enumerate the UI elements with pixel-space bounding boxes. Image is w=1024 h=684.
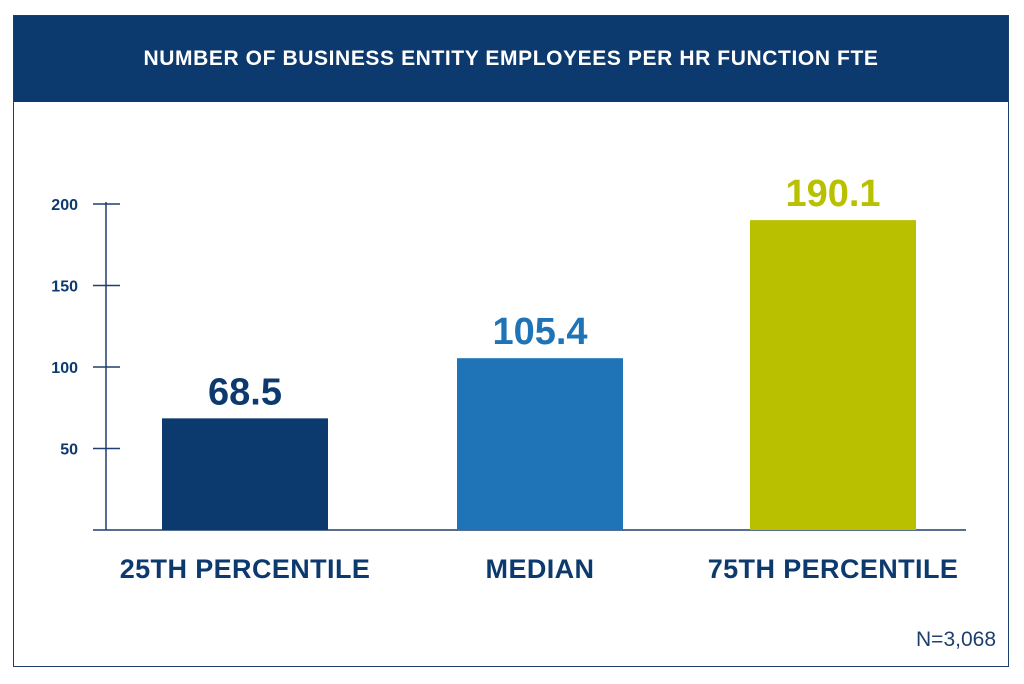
category-label: MEDIAN — [486, 554, 595, 584]
bar-value-label: 68.5 — [208, 371, 282, 413]
category-labels: 25TH PERCENTILE MEDIAN 75TH PERCENTILE — [120, 554, 959, 584]
bar-value-label: 105.4 — [492, 311, 587, 353]
value-labels: 68.5 105.4 190.1 — [208, 173, 881, 413]
sample-size-note: N=3,068 — [916, 628, 996, 651]
bar — [457, 358, 623, 530]
chart-title: NUMBER OF BUSINESS ENTITY EMPLOYEES PER … — [143, 47, 879, 70]
category-label: 75TH PERCENTILE — [708, 554, 959, 584]
bar — [750, 220, 916, 530]
bars — [162, 220, 916, 530]
y-tick-label: 100 — [51, 360, 78, 377]
bar — [162, 418, 328, 530]
category-label: 25TH PERCENTILE — [120, 554, 371, 584]
y-tick-label: 150 — [51, 279, 78, 296]
y-tick-label: 50 — [60, 442, 78, 459]
y-tick-label: 200 — [51, 197, 78, 214]
title-banner: NUMBER OF BUSINESS ENTITY EMPLOYEES PER … — [14, 16, 1008, 102]
y-ticks: 50 100 150 200 — [51, 197, 120, 459]
bar-value-label: 190.1 — [785, 173, 880, 215]
